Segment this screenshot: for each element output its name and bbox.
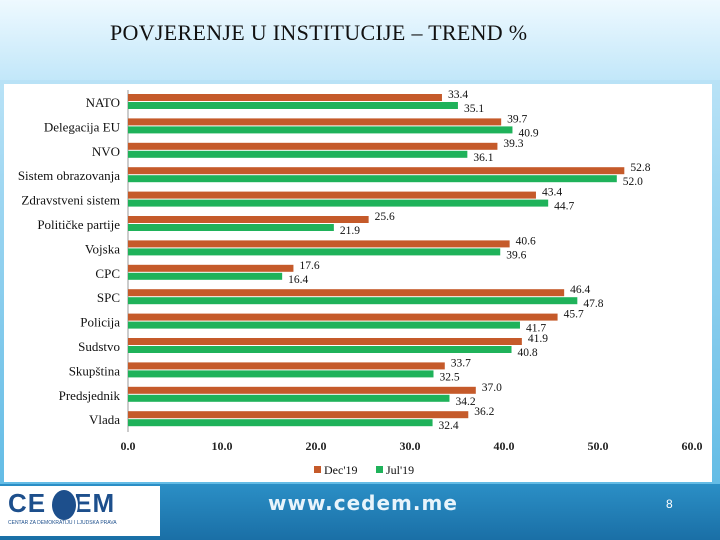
data-label: 39.6 bbox=[506, 249, 526, 261]
category-label: Sistem obrazovanja bbox=[18, 168, 120, 183]
data-label: 52.8 bbox=[630, 162, 650, 174]
category-label: Političke partije bbox=[37, 217, 120, 232]
category-label: Sudstvo bbox=[78, 339, 120, 354]
data-label: 21.9 bbox=[340, 225, 360, 237]
bar-dec19 bbox=[128, 142, 498, 150]
category-label: Zdravstveni sistem bbox=[21, 193, 120, 208]
bar-jul19 bbox=[128, 297, 578, 305]
x-tick-label: 40.0 bbox=[494, 439, 515, 453]
x-tick-label: 60.0 bbox=[682, 439, 703, 453]
logo-box bbox=[0, 486, 160, 536]
legend-label: Jul'19 bbox=[386, 463, 414, 477]
data-label: 40.8 bbox=[518, 347, 538, 359]
legend-swatch bbox=[314, 466, 321, 473]
data-label: 33.4 bbox=[448, 89, 468, 101]
data-label: 52.0 bbox=[623, 176, 643, 188]
website-url[interactable]: www.cedem.me bbox=[268, 491, 458, 515]
x-tick-label: 30.0 bbox=[400, 439, 421, 453]
data-label: 39.3 bbox=[503, 138, 523, 150]
bar-dec19 bbox=[128, 94, 442, 101]
bar-jul19 bbox=[128, 346, 512, 353]
bar-jul19 bbox=[128, 175, 617, 183]
bar-chart: NATO 33.4 35.1 Delegacija EU 39.7 40.9 NVO 39.3… bbox=[18, 89, 703, 477]
category-label: Policija bbox=[80, 315, 120, 330]
bar-jul19 bbox=[128, 248, 501, 256]
logo-mark-icon bbox=[50, 488, 78, 522]
bar-dec19 bbox=[128, 386, 476, 394]
bar-jul19 bbox=[128, 419, 433, 427]
category-label: CPC bbox=[95, 266, 120, 281]
data-label: 35.1 bbox=[464, 103, 484, 115]
legend-swatch bbox=[376, 466, 383, 473]
data-label: 46.4 bbox=[570, 284, 590, 296]
category-label: Vlada bbox=[89, 412, 120, 427]
data-label: 16.4 bbox=[288, 274, 308, 286]
logo-subtitle: CENTAR ZA DEMOKRATIJU I LJUDSKA PRAVA bbox=[8, 520, 117, 526]
chart-panel: NATO 33.4 35.1 Delegacija EU 39.7 40.9 NVO 39.3… bbox=[4, 84, 712, 482]
category-label: SPC bbox=[97, 290, 120, 305]
category-label: Skupština bbox=[69, 363, 121, 378]
bar-jul19 bbox=[128, 102, 458, 109]
bar-dec19 bbox=[128, 216, 369, 223]
data-label: 34.2 bbox=[455, 396, 475, 408]
page-title: POVJERENJE U INSTITUCIJE – TREND % bbox=[110, 20, 528, 45]
bar-jul19 bbox=[128, 199, 549, 207]
category-label: Delegacija EU bbox=[44, 119, 121, 134]
cedem-logo: CE EM bbox=[8, 488, 115, 519]
data-label: 43.4 bbox=[542, 187, 562, 199]
bar-jul19 bbox=[128, 370, 434, 378]
bar-jul19 bbox=[128, 150, 468, 158]
data-label: 45.7 bbox=[564, 309, 584, 321]
data-label: 47.8 bbox=[583, 298, 603, 310]
category-label: Vojska bbox=[85, 241, 120, 256]
bar-jul19 bbox=[128, 394, 450, 402]
bar-dec19 bbox=[128, 313, 558, 321]
bar-jul19 bbox=[128, 126, 513, 134]
data-label: 41.7 bbox=[526, 323, 546, 335]
data-label: 40.9 bbox=[518, 127, 538, 139]
legend-label: Dec'19 bbox=[324, 463, 357, 477]
bar-dec19 bbox=[128, 362, 445, 370]
data-label: 32.4 bbox=[439, 420, 459, 432]
bar-dec19 bbox=[128, 167, 625, 175]
data-label: 36.1 bbox=[473, 152, 493, 164]
title-bar bbox=[0, 0, 720, 80]
category-label: Predsjednik bbox=[59, 388, 121, 403]
x-tick-label: 0.0 bbox=[121, 439, 136, 453]
category-label: NVO bbox=[92, 144, 120, 159]
x-tick-label: 10.0 bbox=[212, 439, 233, 453]
bar-dec19 bbox=[128, 289, 565, 297]
data-label: 40.6 bbox=[516, 235, 536, 247]
bar-dec19 bbox=[128, 411, 469, 419]
x-tick-label: 20.0 bbox=[306, 439, 327, 453]
data-label: 37.0 bbox=[482, 382, 502, 394]
logo-text-left: CE bbox=[8, 488, 47, 518]
data-label: 41.9 bbox=[528, 333, 548, 345]
data-label: 32.5 bbox=[440, 371, 460, 383]
x-tick-label: 50.0 bbox=[588, 439, 609, 453]
data-label: 17.6 bbox=[299, 260, 319, 272]
page-number: 8 bbox=[666, 497, 673, 511]
data-label: 36.2 bbox=[474, 406, 494, 418]
bar-jul19 bbox=[128, 272, 283, 280]
category-label: NATO bbox=[86, 95, 120, 110]
bar-jul19 bbox=[128, 224, 334, 231]
bar-dec19 bbox=[128, 264, 294, 272]
bar-dec19 bbox=[128, 191, 536, 199]
bar-jul19 bbox=[128, 321, 520, 329]
bar-dec19 bbox=[128, 118, 502, 126]
bar-dec19 bbox=[128, 240, 510, 248]
data-label: 33.7 bbox=[451, 357, 471, 369]
data-label: 25.6 bbox=[375, 211, 395, 223]
data-label: 44.7 bbox=[554, 201, 574, 213]
bar-dec19 bbox=[128, 338, 522, 345]
data-label: 39.7 bbox=[507, 113, 527, 125]
logo-text-right: EM bbox=[74, 488, 116, 518]
